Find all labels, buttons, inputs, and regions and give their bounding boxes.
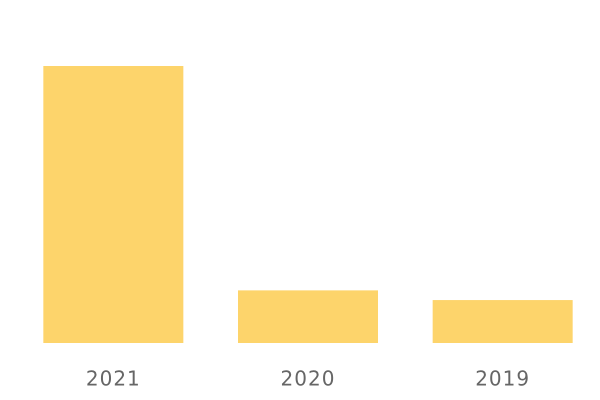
x-tick-label: 2019 <box>475 367 530 391</box>
bar <box>238 290 378 343</box>
bar <box>43 66 184 343</box>
x-tick-label: 2020 <box>281 367 336 391</box>
x-tick-label: 2021 <box>86 367 141 391</box>
bar <box>432 300 573 343</box>
